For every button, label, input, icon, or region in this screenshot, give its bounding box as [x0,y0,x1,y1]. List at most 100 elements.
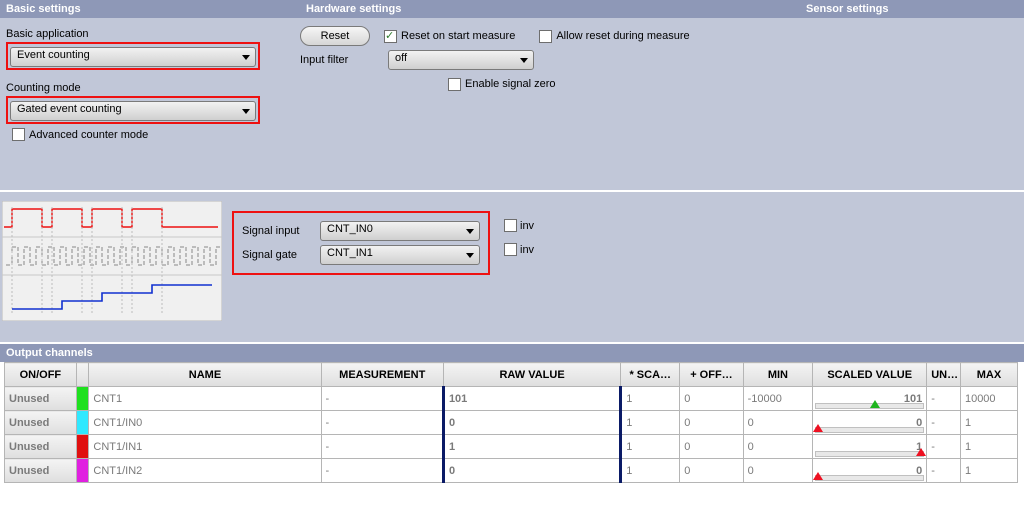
table-header-cell[interactable]: * SCA… [621,363,680,387]
table-row[interactable]: UnusedCNT1/IN1-11001-1 [5,435,1018,459]
counting-mode-dropdown[interactable]: Gated event counting [10,101,256,121]
scale-cell[interactable]: 1 [621,435,680,459]
signal-gate-inv-checkbox[interactable]: inv [504,243,534,256]
table-header-cell[interactable]: UN… [927,363,961,387]
signal-input-inv-checkbox[interactable]: inv [504,219,534,232]
allow-reset-checkbox[interactable]: Allow reset during measure [539,30,689,43]
offset-cell[interactable]: 0 [680,387,743,411]
scaled-value-cell: 0 [813,459,927,483]
input-filter-dropdown[interactable]: off [388,50,534,70]
inv-label: inv [520,220,534,232]
onoff-cell[interactable]: Unused [5,435,77,459]
raw-value-cell: 0 [443,411,620,435]
min-cell[interactable]: 0 [743,435,813,459]
basic-application-dropdown[interactable]: Event counting [10,47,256,67]
reset-button[interactable]: Reset [300,26,370,46]
reset-on-start-checkbox[interactable]: Reset on start measure [384,30,515,43]
basic-application-highlight: Event counting [6,42,260,70]
scaled-value-cell: 0 [813,411,927,435]
onoff-cell[interactable]: Unused [5,411,77,435]
signal-gate-dropdown[interactable]: CNT_IN1 [320,245,480,265]
checkbox-icon [384,30,397,43]
min-cell[interactable]: -10000 [743,387,813,411]
input-filter-label: Input filter [300,54,388,66]
max-cell[interactable]: 1 [960,435,1017,459]
name-cell[interactable]: CNT1 [89,387,321,411]
table-row[interactable]: UnusedCNT1/IN0-01000-1 [5,411,1018,435]
table-header-cell[interactable]: + OFF… [680,363,743,387]
min-cell[interactable]: 0 [743,459,813,483]
name-cell[interactable]: CNT1/IN0 [89,411,321,435]
onoff-cell[interactable]: Unused [5,387,77,411]
panel-headers: Basic settings Hardware settings Sensor … [0,0,1024,18]
signal-panel: Signal input CNT_IN0 Signal gate CNT_IN1… [0,192,1024,342]
signal-selectors-highlight: Signal input CNT_IN0 Signal gate CNT_IN1 [232,211,490,275]
color-chip [76,459,89,483]
color-chip [76,411,89,435]
checkbox-icon [448,78,461,91]
unit-cell[interactable]: - [927,387,961,411]
checkbox-icon [504,219,517,232]
table-header-cell[interactable]: MAX [960,363,1017,387]
max-cell[interactable]: 1 [960,411,1017,435]
header-basic: Basic settings [6,0,306,18]
basic-settings-column: Basic application Event counting Countin… [6,24,292,144]
checkbox-icon [12,128,25,141]
unit-cell[interactable]: - [927,411,961,435]
color-chip [76,435,89,459]
enable-signal-zero-label: Enable signal zero [465,78,556,90]
offset-cell[interactable]: 0 [680,411,743,435]
header-sensor: Sensor settings [806,0,1018,18]
output-channels-header: Output channels [0,344,1024,362]
signal-input-label: Signal input [242,225,320,237]
scaled-value-cell: 101 [813,387,927,411]
signal-input-dropdown[interactable]: CNT_IN0 [320,221,480,241]
output-channels-table: ON/OFF NAMEMEASUREMENTRAW VALUE* SCA…+ OF… [4,362,1018,483]
table-header-cell[interactable] [76,363,89,387]
measurement-cell: - [321,459,443,483]
table-header-row: ON/OFF NAMEMEASUREMENTRAW VALUE* SCA…+ OF… [5,363,1018,387]
table-header-cell[interactable]: ON/OFF [5,363,77,387]
table-header-cell[interactable]: RAW VALUE [443,363,620,387]
offset-cell[interactable]: 0 [680,435,743,459]
color-chip [76,387,89,411]
measurement-cell: - [321,387,443,411]
unit-cell[interactable]: - [927,459,961,483]
unit-cell[interactable]: - [927,435,961,459]
table-header-cell[interactable]: NAME [89,363,321,387]
advanced-counter-mode-checkbox[interactable]: Advanced counter mode [12,128,148,141]
name-cell[interactable]: CNT1/IN1 [89,435,321,459]
measurement-cell: - [321,411,443,435]
counting-mode-highlight: Gated event counting [6,96,260,124]
advanced-counter-mode-label: Advanced counter mode [29,129,148,141]
onoff-cell[interactable]: Unused [5,459,77,483]
table-header-cell[interactable]: MIN [743,363,813,387]
settings-panel: Basic settings Hardware settings Sensor … [0,0,1024,190]
checkbox-icon [504,243,517,256]
reset-on-start-label: Reset on start measure [401,30,515,42]
measurement-cell: - [321,435,443,459]
offset-cell[interactable]: 0 [680,459,743,483]
inv-label: inv [520,244,534,256]
counting-mode-label: Counting mode [6,82,292,94]
timing-diagram [2,201,222,321]
table-row[interactable]: UnusedCNT1-10110-10000101-10000 [5,387,1018,411]
max-cell[interactable]: 10000 [960,387,1017,411]
name-cell[interactable]: CNT1/IN2 [89,459,321,483]
hardware-settings-column: Reset Reset on start measure Allow reset… [300,24,690,96]
scale-cell[interactable]: 1 [621,411,680,435]
table-row[interactable]: UnusedCNT1/IN2-01000-1 [5,459,1018,483]
scale-cell[interactable]: 1 [621,459,680,483]
max-cell[interactable]: 1 [960,459,1017,483]
scaled-value-cell: 1 [813,435,927,459]
basic-application-label: Basic application [6,28,292,40]
min-cell[interactable]: 0 [743,411,813,435]
signal-gate-label: Signal gate [242,249,320,261]
raw-value-cell: 101 [443,387,620,411]
table-header-cell[interactable]: SCALED VALUE [813,363,927,387]
scale-cell[interactable]: 1 [621,387,680,411]
allow-reset-label: Allow reset during measure [556,30,689,42]
raw-value-cell: 0 [443,459,620,483]
enable-signal-zero-checkbox[interactable]: Enable signal zero [448,78,556,91]
table-header-cell[interactable]: MEASUREMENT [321,363,443,387]
